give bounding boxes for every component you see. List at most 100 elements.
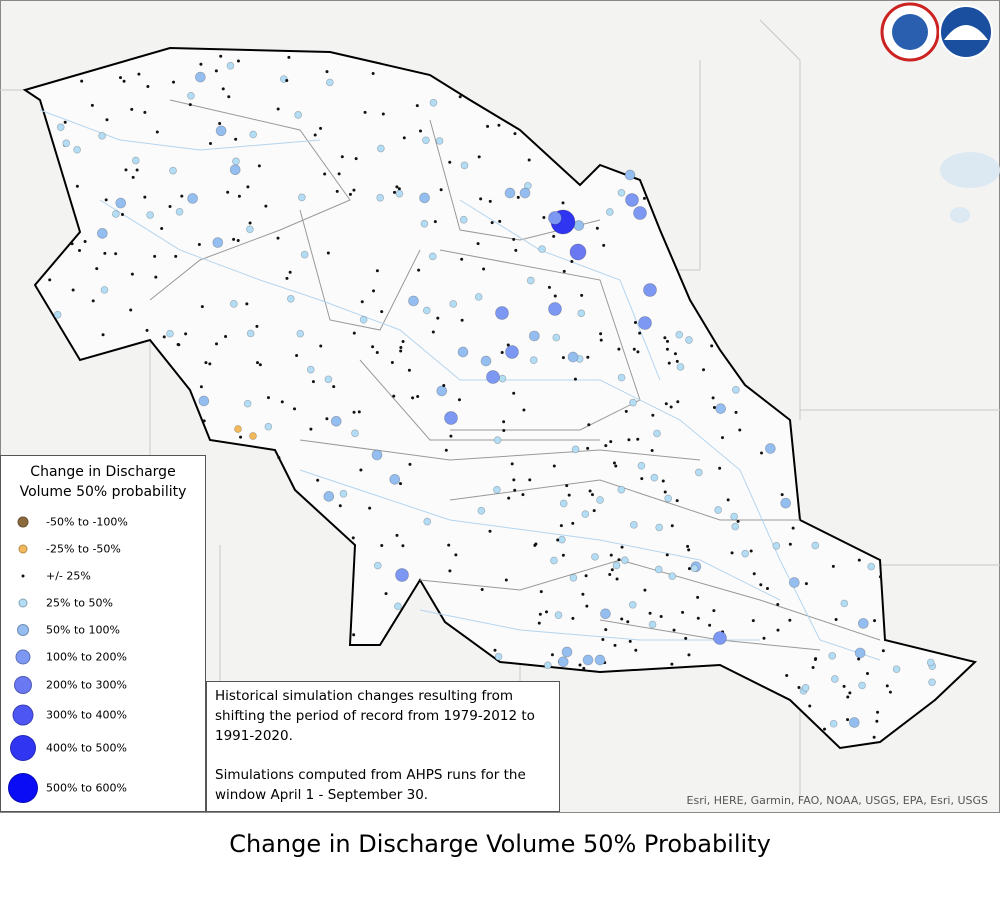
station [124,168,128,172]
station [131,175,135,179]
station [539,590,543,594]
station [514,248,518,252]
station [246,185,250,189]
station [351,429,359,438]
station [477,506,486,515]
station [429,98,438,107]
station [436,385,448,397]
legend-symbol [17,516,29,527]
legend: Change in Discharge Volume 50% probabili… [0,455,206,812]
station [665,347,669,351]
station [632,347,636,351]
station [90,103,94,107]
station [204,361,208,365]
station [326,251,330,255]
station [62,139,71,148]
station [187,193,198,204]
station [130,272,134,276]
station [772,542,781,550]
station [490,221,494,225]
station [608,573,612,577]
station [811,666,815,670]
station [640,477,644,481]
station [670,524,674,528]
station [323,172,327,176]
station [56,123,65,132]
station [401,544,405,548]
station [419,192,430,204]
station [586,446,590,450]
station [502,429,506,433]
station [528,478,532,482]
station [505,345,519,359]
station [246,329,255,338]
station [100,286,109,294]
station [359,468,363,472]
legend-label: 500% to 600% [46,781,127,794]
station [559,499,568,508]
station [521,493,525,497]
station [610,568,614,572]
station [493,485,501,494]
legend-label: 300% to 400% [46,708,127,721]
station [625,193,639,207]
station [702,368,706,372]
station [122,79,126,83]
station [143,195,147,199]
station [371,345,375,349]
station [460,257,464,261]
station [780,493,784,497]
station [380,544,384,548]
station [70,242,74,246]
station [423,517,432,526]
station [638,316,652,330]
station [510,462,514,466]
station [516,195,520,199]
legend-label: -25% to -50% [46,542,121,555]
station [131,156,140,165]
station [734,410,738,414]
station [873,619,877,623]
station [578,663,582,667]
legend-symbol [14,675,32,694]
station [512,237,516,241]
station [638,331,642,335]
legend-label: 100% to 200% [46,650,127,663]
station [135,168,139,172]
station [633,320,637,324]
station [258,363,262,367]
station [687,548,691,552]
station [255,324,259,328]
station [399,349,403,353]
station [857,618,869,629]
station [214,342,218,346]
station [184,332,188,336]
station [457,346,469,358]
noaa-logo-bird [944,25,988,40]
station [415,104,419,108]
station [488,529,492,533]
station [664,494,673,503]
station [670,662,674,666]
station [422,136,430,145]
station [154,275,158,279]
station [219,54,223,58]
station [612,561,621,570]
station [368,506,372,510]
attribution: Esri, HERE, Garmin, FAO, NOAA, USGS, EPA… [686,794,988,807]
station [543,661,552,670]
station [544,610,548,614]
station [612,461,616,465]
station [808,704,812,708]
station [687,567,691,571]
station [663,490,667,494]
station [585,604,589,608]
station [582,666,586,670]
station [765,443,776,454]
station [765,587,769,591]
station [229,300,238,308]
station [482,267,486,271]
legend-title: Change in Discharge Volume 50% probabili… [19,464,187,500]
station [460,161,469,170]
station [713,631,727,645]
